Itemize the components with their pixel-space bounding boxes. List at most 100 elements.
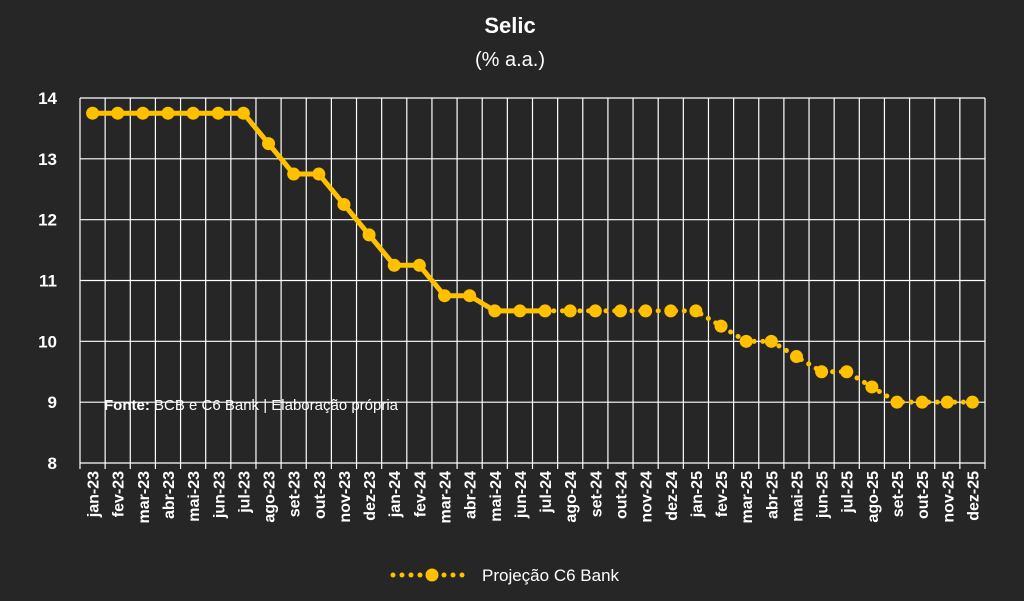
grid bbox=[79, 97, 986, 469]
legend-dot bbox=[399, 572, 405, 578]
x-tick-label: nov-23 bbox=[337, 471, 354, 523]
data-point bbox=[387, 258, 401, 272]
y-tick-label: 13 bbox=[38, 150, 57, 169]
chart-title: Selic bbox=[484, 13, 535, 38]
x-tick-label: out-23 bbox=[312, 471, 329, 519]
x-tick-label: jun-25 bbox=[815, 471, 832, 519]
legend-dot bbox=[417, 572, 423, 578]
legend-dot bbox=[408, 572, 414, 578]
data-point bbox=[262, 137, 276, 151]
data-point bbox=[940, 395, 954, 409]
series-line-solid bbox=[90, 110, 548, 314]
data-point bbox=[438, 289, 452, 303]
data-point bbox=[588, 304, 602, 318]
x-tick-label: ago-25 bbox=[865, 471, 882, 523]
data-point bbox=[312, 167, 326, 181]
data-point bbox=[840, 365, 854, 379]
y-tick-label: 14 bbox=[38, 89, 57, 108]
source-text: BCB e C6 Bank | Elaboração própria bbox=[150, 397, 399, 414]
data-point bbox=[815, 365, 829, 379]
data-point bbox=[186, 106, 200, 120]
data-point bbox=[915, 395, 929, 409]
data-point bbox=[236, 106, 250, 120]
y-axis-ticks: 8 9 10 11 12 13 14 bbox=[38, 89, 57, 473]
series-points bbox=[86, 106, 979, 409]
x-tick-label: jul-25 bbox=[840, 471, 857, 514]
x-tick-label: nov-25 bbox=[940, 471, 957, 523]
data-point bbox=[211, 106, 225, 120]
x-tick-label: out-25 bbox=[915, 471, 932, 519]
data-point bbox=[538, 304, 552, 318]
y-tick-label: 9 bbox=[48, 393, 57, 412]
x-tick-label: abr-25 bbox=[764, 471, 781, 519]
legend-dot bbox=[390, 572, 396, 578]
data-point bbox=[689, 304, 703, 318]
data-point bbox=[739, 334, 753, 348]
data-point bbox=[86, 106, 100, 120]
y-tick-label: 10 bbox=[38, 332, 57, 351]
x-tick-label: mar-24 bbox=[438, 471, 455, 524]
legend-dot bbox=[459, 572, 465, 578]
data-point bbox=[136, 106, 150, 120]
x-tick-label: fev-23 bbox=[111, 471, 128, 517]
x-tick-label: dez-24 bbox=[664, 471, 681, 521]
x-tick-label: dez-23 bbox=[362, 471, 379, 521]
data-point bbox=[764, 334, 778, 348]
legend-label: Projeção C6 Bank bbox=[482, 566, 620, 585]
y-tick-label: 8 bbox=[48, 454, 57, 473]
data-point bbox=[513, 304, 527, 318]
x-tick-label: abr-23 bbox=[161, 471, 178, 519]
legend: Projeção C6 Bank bbox=[390, 566, 620, 585]
data-point bbox=[463, 289, 477, 303]
x-tick-label: jul-23 bbox=[236, 471, 253, 514]
x-tick-label: mai-25 bbox=[789, 471, 806, 522]
source-label: Fonte: bbox=[104, 397, 150, 414]
legend-dot bbox=[441, 572, 447, 578]
x-axis-ticks: jan-23 fev-23 mar-23 abr-23 mai-23 jun-23 jul-… bbox=[86, 471, 983, 524]
x-tick-label: out-24 bbox=[613, 471, 630, 519]
data-point bbox=[563, 304, 577, 318]
x-tick-label: abr-24 bbox=[463, 471, 480, 519]
data-point bbox=[362, 228, 376, 242]
data-point bbox=[613, 304, 627, 318]
x-tick-label: ago-23 bbox=[262, 471, 279, 523]
data-point bbox=[890, 395, 904, 409]
data-point bbox=[488, 304, 502, 318]
x-tick-label: ago-24 bbox=[563, 471, 580, 523]
x-tick-label: mai-23 bbox=[186, 471, 203, 522]
x-tick-label: dez-25 bbox=[965, 471, 982, 521]
data-point bbox=[789, 350, 803, 364]
x-tick-label: jun-23 bbox=[211, 471, 228, 519]
data-point bbox=[412, 258, 426, 272]
data-point bbox=[639, 304, 653, 318]
data-point bbox=[337, 197, 351, 211]
legend-marker bbox=[425, 568, 439, 582]
x-tick-label: set-24 bbox=[588, 471, 605, 517]
chart-subtitle: (% a.a.) bbox=[475, 49, 545, 71]
x-tick-label: jan-24 bbox=[387, 471, 404, 518]
data-point bbox=[287, 167, 301, 181]
x-tick-label: jun-24 bbox=[513, 471, 530, 519]
y-tick-label: 11 bbox=[39, 272, 57, 291]
x-tick-label: mar-23 bbox=[136, 471, 153, 524]
x-tick-label: fev-25 bbox=[714, 471, 731, 517]
x-tick-label: mar-25 bbox=[739, 471, 756, 524]
data-point bbox=[664, 304, 678, 318]
data-point bbox=[161, 106, 175, 120]
data-point bbox=[714, 319, 728, 333]
source-note: Fonte: BCB e C6 Bank | Elaboração própri… bbox=[104, 397, 399, 414]
x-tick-label: jul-24 bbox=[538, 471, 555, 514]
data-point bbox=[865, 380, 879, 394]
x-tick-label: set-23 bbox=[287, 471, 304, 517]
x-tick-label: jan-25 bbox=[689, 471, 706, 518]
x-tick-label: jan-23 bbox=[86, 471, 103, 518]
x-tick-label: fev-24 bbox=[412, 471, 429, 517]
legend-dot bbox=[450, 572, 456, 578]
x-tick-label: mai-24 bbox=[488, 471, 505, 522]
y-tick-label: 12 bbox=[38, 211, 57, 230]
data-point bbox=[111, 106, 125, 120]
x-tick-label: nov-24 bbox=[639, 471, 656, 523]
x-tick-label: set-25 bbox=[890, 471, 907, 517]
